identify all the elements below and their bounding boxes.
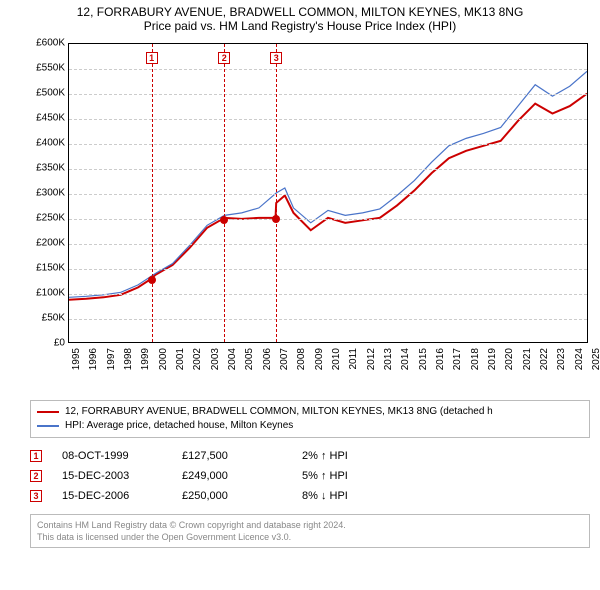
legend-item: 12, FORRABURY AVENUE, BRADWELL COMMON, M… xyxy=(37,405,583,419)
ytick-label: £350K xyxy=(36,163,65,174)
xtick-label: 1999 xyxy=(140,348,151,370)
event-diff: 5% ↑ HPI xyxy=(302,466,422,486)
xtick-label: 2021 xyxy=(522,348,533,370)
ytick-label: £150K xyxy=(36,263,65,274)
ytick-label: £600K xyxy=(36,38,65,49)
event-point xyxy=(272,215,280,223)
xtick-label: 2016 xyxy=(435,348,446,370)
xtick-label: 2002 xyxy=(192,348,203,370)
gridline xyxy=(69,144,587,145)
event-point xyxy=(148,276,156,284)
xtick-label: 1998 xyxy=(123,348,134,370)
chart-title: 12, FORRABURY AVENUE, BRADWELL COMMON, M… xyxy=(10,5,590,19)
xtick-label: 2013 xyxy=(383,348,394,370)
gridline xyxy=(69,94,587,95)
xtick-label: 2001 xyxy=(175,348,186,370)
xtick-label: 2015 xyxy=(418,348,429,370)
ytick-label: £50K xyxy=(42,313,65,324)
legend-label: HPI: Average price, detached house, Milt… xyxy=(65,419,293,433)
gridline xyxy=(69,244,587,245)
gridline xyxy=(69,269,587,270)
ytick-label: £550K xyxy=(36,63,65,74)
xtick-label: 2005 xyxy=(244,348,255,370)
xtick-label: 2022 xyxy=(539,348,550,370)
event-point xyxy=(220,216,228,224)
event-diff: 2% ↑ HPI xyxy=(302,446,422,466)
plot-region: 1 2 3 xyxy=(68,43,588,343)
event-row: 3 15-DEC-2006£250,0008% ↓ HPI xyxy=(30,486,590,506)
event-row: 2 15-DEC-2003£249,0005% ↑ HPI xyxy=(30,466,590,486)
xtick-label: 2007 xyxy=(279,348,290,370)
ytick-label: £400K xyxy=(36,138,65,149)
xtick-label: 2004 xyxy=(227,348,238,370)
ytick-label: £200K xyxy=(36,238,65,249)
plot-svg xyxy=(69,44,587,342)
legend-item: HPI: Average price, detached house, Milt… xyxy=(37,419,583,433)
event-date: 15-DEC-2003 xyxy=(62,466,182,486)
gridline xyxy=(69,194,587,195)
xtick-label: 2011 xyxy=(348,348,359,370)
ytick-label: £0 xyxy=(54,338,65,349)
legend-swatch xyxy=(37,411,59,413)
xtick-label: 2010 xyxy=(331,348,342,370)
xtick-label: 2012 xyxy=(366,348,377,370)
xtick-label: 2003 xyxy=(210,348,221,370)
gridline xyxy=(69,69,587,70)
event-price: £250,000 xyxy=(182,486,302,506)
event-vline xyxy=(276,44,277,342)
chart-container: 12, FORRABURY AVENUE, BRADWELL COMMON, M… xyxy=(0,0,600,590)
footer-box: Contains HM Land Registry data © Crown c… xyxy=(30,514,590,548)
event-marker-icon: 1 xyxy=(30,450,42,462)
gridline xyxy=(69,319,587,320)
gridline xyxy=(69,169,587,170)
ytick-label: £450K xyxy=(36,113,65,124)
series-line-hpi xyxy=(69,71,587,297)
event-price: £127,500 xyxy=(182,446,302,466)
xtick-label: 2009 xyxy=(314,348,325,370)
legend-label: 12, FORRABURY AVENUE, BRADWELL COMMON, M… xyxy=(65,405,493,419)
xtick-label: 2024 xyxy=(574,348,585,370)
xtick-label: 1997 xyxy=(106,348,117,370)
event-marker-icon: 3 xyxy=(30,490,42,502)
footer-line-1: Contains HM Land Registry data © Crown c… xyxy=(37,519,583,531)
legend-swatch xyxy=(37,425,59,427)
xtick-label: 2006 xyxy=(262,348,273,370)
legend-box: 12, FORRABURY AVENUE, BRADWELL COMMON, M… xyxy=(30,400,590,438)
event-date: 08-OCT-1999 xyxy=(62,446,182,466)
gridline xyxy=(69,119,587,120)
events-table: 1 08-OCT-1999£127,5002% ↑ HPI 2 15-DEC-2003… xyxy=(30,446,590,506)
xtick-label: 2020 xyxy=(504,348,515,370)
event-vline xyxy=(152,44,153,342)
event-date: 15-DEC-2006 xyxy=(62,486,182,506)
chart-area: 1 2 3 £0 £50K £100K £150K £200K £250K £300K £350K… xyxy=(30,38,590,398)
xtick-label: 2019 xyxy=(487,348,498,370)
xtick-label: 1995 xyxy=(71,348,82,370)
xtick-label: 2023 xyxy=(556,348,567,370)
footer-line-2: This data is licensed under the Open Gov… xyxy=(37,531,583,543)
chart-subtitle: Price paid vs. HM Land Registry's House … xyxy=(10,19,590,33)
ytick-label: £300K xyxy=(36,188,65,199)
event-marker-box: 2 xyxy=(218,52,230,64)
gridline xyxy=(69,294,587,295)
xtick-label: 2018 xyxy=(470,348,481,370)
xtick-label: 2008 xyxy=(296,348,307,370)
xtick-label: 1996 xyxy=(88,348,99,370)
ytick-label: £500K xyxy=(36,88,65,99)
event-marker-box: 1 xyxy=(146,52,158,64)
xtick-label: 2017 xyxy=(452,348,463,370)
gridline xyxy=(69,219,587,220)
xtick-label: 2025 xyxy=(591,348,600,370)
xtick-label: 2014 xyxy=(400,348,411,370)
event-row: 1 08-OCT-1999£127,5002% ↑ HPI xyxy=(30,446,590,466)
ytick-label: £100K xyxy=(36,288,65,299)
event-marker-box: 3 xyxy=(270,52,282,64)
ytick-label: £250K xyxy=(36,213,65,224)
event-vline xyxy=(224,44,225,342)
event-diff: 8% ↓ HPI xyxy=(302,486,422,506)
event-price: £249,000 xyxy=(182,466,302,486)
event-marker-icon: 2 xyxy=(30,470,42,482)
xtick-label: 2000 xyxy=(158,348,169,370)
